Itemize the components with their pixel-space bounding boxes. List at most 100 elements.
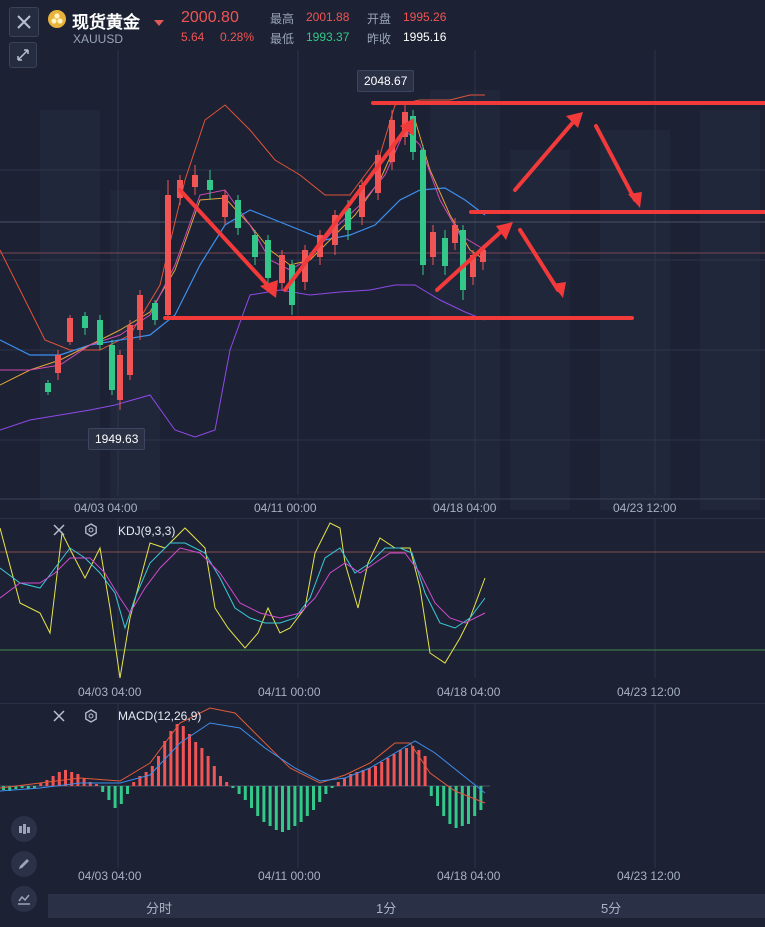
macd-histogram-bar — [175, 724, 179, 786]
macd-histogram-bar — [243, 786, 247, 800]
macd-close-icon[interactable] — [52, 709, 66, 728]
quote-header: 现货黄金 XAUUSD 2000.80 5.64 0.28% 最高 2001.8… — [0, 0, 765, 50]
kdj-label: KDJ(9,3,3) — [118, 524, 176, 538]
chevron-down-icon[interactable] — [154, 14, 164, 32]
macd-histogram-bar — [212, 766, 216, 786]
macd-histogram-bar — [417, 750, 421, 786]
macd-histogram-bar — [293, 786, 297, 826]
macd-histogram-bar — [256, 786, 260, 816]
macd-histogram-bar — [473, 786, 477, 816]
high-marker: 2048.67 — [357, 70, 415, 92]
low-label: 最低 — [270, 32, 295, 46]
collapse-button[interactable] — [9, 42, 37, 68]
macd-x-tick: 04/11 00:00 — [258, 869, 321, 883]
kdj-settings-icon[interactable] — [84, 523, 98, 542]
macd-histogram-bar — [132, 782, 136, 786]
indicator-icon[interactable] — [11, 886, 37, 912]
draw-pen-icon[interactable] — [11, 851, 37, 877]
macd-histogram-bar — [150, 766, 154, 786]
collapse-icon — [17, 49, 29, 61]
macd-histogram-bar — [194, 742, 198, 786]
prev-close-label: 昨收 — [367, 32, 392, 46]
macd-histogram-bar — [386, 758, 390, 786]
close-button[interactable] — [9, 7, 39, 37]
macd-histogram-bar — [268, 786, 272, 826]
high-label: 最高 — [270, 12, 295, 26]
macd-x-tick: 04/23 12:00 — [617, 869, 681, 883]
macd-histogram-bar — [454, 786, 458, 828]
instrument-title[interactable]: 现货黄金 — [72, 13, 140, 32]
macd-histogram-bar — [26, 786, 30, 789]
macd-histogram-bar — [188, 734, 191, 786]
instrument-symbol: XAUUSD — [73, 32, 124, 46]
macd-histogram-bar — [411, 746, 415, 786]
macd-histogram-bar — [39, 783, 43, 786]
macd-histogram-bar — [460, 786, 464, 826]
macd-histogram-bar — [225, 782, 229, 786]
candlestick-icon[interactable] — [11, 816, 37, 842]
macd-settings-icon[interactable] — [84, 709, 98, 728]
open-value: 1995.26 — [403, 10, 447, 24]
main-candle-chart[interactable] — [0, 50, 765, 520]
macd-histogram-bar — [448, 786, 452, 824]
macd-histogram-bar — [157, 756, 160, 786]
main-x-tick: 04/18 04:00 — [433, 501, 497, 515]
tab-timeshare[interactable]: 分时 — [146, 901, 173, 916]
macd-histogram-bar — [237, 786, 241, 794]
kdj-panel[interactable] — [0, 518, 765, 703]
macd-histogram-bar — [318, 786, 322, 802]
macd-histogram-bar — [312, 786, 315, 810]
macd-histogram-bar — [361, 770, 365, 786]
prev-close-value: 1995.16 — [403, 30, 447, 44]
macd-histogram-bar — [76, 774, 80, 786]
macd-histogram-bar — [374, 766, 377, 786]
macd-histogram-bar — [380, 762, 384, 786]
main-x-tick: 04/03 04:00 — [74, 501, 138, 515]
macd-histogram-bar — [405, 748, 408, 786]
macd-histogram-bar — [119, 786, 123, 804]
macd-histogram-bar — [367, 768, 371, 786]
macd-histogram-bar — [436, 786, 439, 806]
main-x-tick: 04/23 12:00 — [613, 501, 677, 515]
low-marker: 1949.63 — [88, 428, 146, 450]
period-tabs: 分时 1分 5分 — [48, 894, 765, 918]
macd-histogram-bar — [126, 786, 129, 794]
tab-1min[interactable]: 1分 — [376, 901, 397, 916]
macd-histogram-bar — [163, 741, 167, 786]
macd-x-tick: 04/03 04:00 — [78, 869, 142, 883]
macd-histogram-bar — [206, 756, 210, 786]
macd-panel[interactable] — [0, 703, 765, 893]
macd-histogram-bar — [336, 782, 340, 786]
macd-histogram-bar — [343, 778, 346, 786]
macd-histogram-bar — [299, 786, 303, 822]
macd-histogram-bar — [14, 786, 18, 789]
macd-histogram-bar — [355, 772, 359, 786]
macd-histogram-bar — [274, 786, 278, 830]
macd-histogram-bar — [281, 786, 284, 832]
gold-coin-icon — [48, 10, 66, 28]
macd-histogram-bar — [324, 786, 328, 794]
macd-histogram-bar — [101, 786, 105, 792]
tab-5min[interactable]: 5分 — [601, 901, 622, 916]
macd-histogram-bar — [479, 786, 483, 810]
macd-histogram-bar — [429, 786, 433, 796]
macd-histogram-bar — [138, 776, 142, 786]
macd-histogram-bar — [181, 726, 185, 786]
close-icon — [17, 15, 31, 29]
macd-histogram-bar — [113, 786, 117, 808]
macd-histogram-bar — [169, 731, 173, 786]
kdj-close-icon[interactable] — [52, 523, 66, 542]
macd-histogram-bar — [144, 772, 148, 786]
macd-histogram-bar — [467, 786, 470, 824]
macd-histogram-bar — [200, 748, 204, 786]
macd-histogram-bar — [95, 784, 98, 786]
macd-x-tick: 04/18 04:00 — [437, 869, 501, 883]
macd-histogram-bar — [287, 786, 291, 830]
macd-histogram-bar — [423, 756, 427, 786]
macd-histogram-bar — [349, 774, 353, 786]
macd-histogram-bar — [392, 754, 396, 786]
macd-histogram-bar — [45, 780, 49, 786]
macd-histogram-bar — [262, 786, 266, 822]
macd-histogram-bar — [250, 786, 253, 808]
kdj-x-tick: 04/18 04:00 — [437, 685, 501, 699]
